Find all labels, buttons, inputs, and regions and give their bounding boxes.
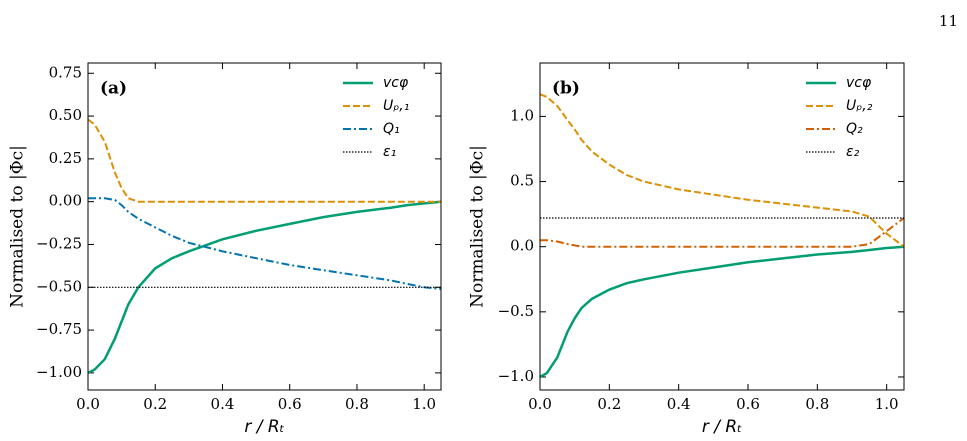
x-axis-label: r / Rₜ bbox=[244, 417, 284, 437]
x-tick-label: 0.0 bbox=[76, 395, 100, 413]
x-tick-label: 0.2 bbox=[597, 395, 621, 413]
legend-label: Uₚ,₁ bbox=[383, 98, 409, 114]
series-line bbox=[539, 93, 905, 248]
y-axis-label: Normalised to |Φc| bbox=[8, 145, 28, 308]
x-tick-label: 1.0 bbox=[875, 395, 899, 413]
legend-label: Q₂ bbox=[846, 121, 863, 137]
legend-label: vcφ bbox=[846, 75, 872, 91]
x-tick-label: 0.0 bbox=[528, 395, 552, 413]
legend-label: Uₚ,₂ bbox=[846, 98, 873, 114]
series-line bbox=[87, 118, 441, 203]
y-tick-label: 0.50 bbox=[49, 106, 82, 124]
y-tick-label: −0.50 bbox=[36, 277, 82, 295]
series-line bbox=[540, 217, 905, 248]
x-axis-label: r / Rₜ bbox=[702, 417, 742, 437]
series-line bbox=[88, 197, 442, 290]
x-tick-label: 0.6 bbox=[278, 395, 302, 413]
x-tick-label: 0.4 bbox=[211, 395, 235, 413]
x-tick-label: 1.0 bbox=[412, 395, 436, 413]
y-tick-label: 0.75 bbox=[49, 63, 82, 81]
plot-frame bbox=[87, 62, 442, 391]
y-tick-label: −0.25 bbox=[36, 234, 82, 252]
y-tick-label: −0.75 bbox=[36, 320, 82, 338]
legend-label: ε₂ bbox=[846, 144, 860, 160]
x-tick-label: 0.4 bbox=[667, 395, 691, 413]
x-tick-label: 0.2 bbox=[143, 395, 167, 413]
y-tick-label: 0.0 bbox=[510, 237, 534, 255]
y-tick-label: 1.0 bbox=[510, 106, 534, 124]
x-tick-label: 0.6 bbox=[736, 395, 760, 413]
x-tick-label: 0.8 bbox=[345, 395, 369, 413]
y-tick-label: 0.25 bbox=[49, 149, 82, 167]
legend-label: Q₁ bbox=[383, 121, 400, 137]
page-number: 11 bbox=[939, 12, 958, 30]
legend-label: vcφ bbox=[383, 75, 409, 91]
series-line bbox=[539, 245, 905, 379]
plot-frame bbox=[539, 62, 905, 391]
x-tick-label: 0.8 bbox=[805, 395, 829, 413]
y-tick-label: −1.00 bbox=[36, 363, 82, 381]
panel-label: (b) bbox=[552, 79, 580, 99]
y-tick-label: 0.5 bbox=[510, 172, 534, 190]
y-tick-label: 0.00 bbox=[49, 192, 82, 210]
y-axis-label: Normalised to |Φc| bbox=[468, 145, 488, 308]
legend-label: ε₁ bbox=[383, 144, 396, 160]
y-tick-label: −0.5 bbox=[498, 302, 534, 320]
series-line bbox=[87, 200, 442, 375]
y-tick-label: −1.0 bbox=[498, 367, 534, 385]
panel-label: (a) bbox=[100, 79, 127, 99]
